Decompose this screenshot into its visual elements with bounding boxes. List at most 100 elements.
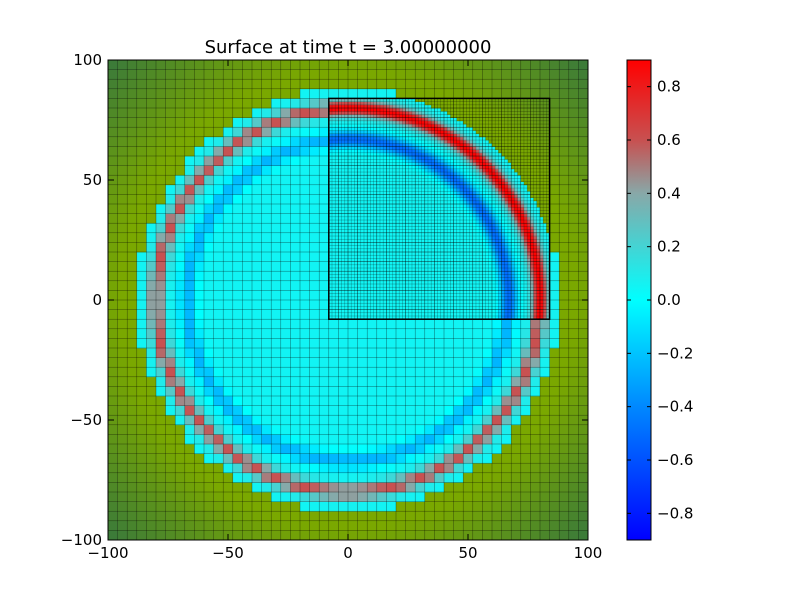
heatmap-cell: [328, 328, 339, 339]
heatmap-cell: [357, 88, 368, 99]
heatmap-cell: [434, 357, 445, 368]
refined-heatmap-cell: [383, 229, 387, 234]
heatmap-cell: [146, 415, 157, 426]
heatmap-cell: [165, 396, 176, 406]
refined-heatmap-cell: [440, 258, 445, 262]
refined-heatmap-cell: [431, 316, 435, 320]
heatmap-cell: [424, 492, 435, 502]
heatmap-cell: [376, 396, 387, 406]
refined-heatmap-cell: [354, 245, 358, 250]
refined-heatmap-cell: [392, 284, 397, 288]
refined-heatmap-cell: [328, 104, 333, 109]
refined-heatmap-cell: [373, 312, 378, 317]
heatmap-cell: [578, 328, 589, 339]
refined-heatmap-cell: [376, 280, 381, 285]
refined-heatmap-cell: [389, 280, 394, 285]
heatmap-cell: [127, 127, 138, 138]
heatmap-cell: [319, 424, 330, 435]
refined-heatmap-cell: [389, 98, 394, 102]
refined-heatmap-cell: [392, 232, 397, 237]
refined-heatmap-cell: [367, 210, 371, 214]
refined-heatmap-cell: [335, 165, 339, 170]
refined-heatmap-cell: [341, 210, 346, 214]
refined-heatmap-cell: [408, 108, 413, 112]
refined-heatmap-cell: [421, 226, 426, 230]
heatmap-cell: [213, 444, 224, 454]
refined-heatmap-cell: [335, 220, 339, 224]
refined-heatmap-cell: [341, 277, 346, 282]
heatmap-cell: [108, 261, 118, 272]
heatmap-cell: [146, 501, 157, 512]
refined-heatmap-cell: [437, 258, 442, 262]
refined-heatmap-cell: [354, 146, 358, 150]
heatmap-cell: [127, 223, 138, 234]
refined-heatmap-cell: [386, 181, 390, 186]
heatmap-cell: [434, 319, 445, 330]
refined-heatmap-cell: [331, 165, 336, 170]
refined-heatmap-cell: [335, 213, 339, 218]
heatmap-cell: [290, 98, 301, 109]
refined-heatmap-cell: [395, 117, 400, 122]
refined-heatmap-cell: [424, 197, 429, 202]
heatmap-cell: [271, 60, 282, 70]
heatmap-cell: [578, 396, 589, 406]
heatmap-cell: [338, 530, 349, 541]
refined-heatmap-cell: [395, 188, 400, 192]
refined-heatmap-cell: [351, 124, 355, 128]
refined-heatmap-cell: [402, 101, 406, 106]
refined-heatmap-cell: [363, 172, 368, 176]
heatmap-cell: [578, 146, 589, 157]
heatmap-cell: [204, 424, 214, 435]
heatmap-cell: [482, 319, 493, 330]
heatmap-cell: [348, 357, 358, 368]
heatmap-cell: [184, 204, 195, 214]
refined-heatmap-cell: [328, 191, 333, 195]
heatmap-cell: [194, 280, 205, 291]
heatmap-cell: [194, 309, 205, 320]
heatmap-cell: [424, 79, 435, 90]
refined-heatmap-cell: [411, 204, 416, 208]
heatmap-cell: [520, 338, 531, 349]
heatmap-cell: [511, 424, 522, 435]
refined-heatmap-cell: [434, 316, 438, 320]
refined-heatmap-cell: [421, 133, 426, 138]
heatmap-cell: [108, 319, 118, 330]
heatmap-cell: [136, 290, 147, 301]
heatmap-cell: [242, 242, 253, 253]
refined-heatmap-cell: [370, 111, 374, 115]
heatmap-cell: [482, 69, 493, 80]
heatmap-cell: [156, 165, 166, 176]
refined-heatmap-cell: [434, 172, 438, 176]
heatmap-cell: [568, 280, 579, 291]
heatmap-cell: [463, 520, 474, 531]
heatmap-cell: [376, 88, 387, 99]
heatmap-cell: [511, 492, 522, 502]
heatmap-cell: [568, 232, 579, 243]
heatmap-cell: [117, 204, 128, 214]
refined-heatmap-cell: [402, 252, 406, 256]
heatmap-cell: [117, 136, 128, 147]
heatmap-cell: [146, 252, 157, 262]
refined-heatmap-cell: [411, 146, 416, 150]
heatmap-cell: [156, 424, 166, 435]
refined-heatmap-cell: [405, 162, 410, 166]
heatmap-cell: [252, 520, 262, 531]
heatmap-cell: [165, 357, 176, 368]
refined-heatmap-cell: [338, 280, 342, 285]
heatmap-cell: [319, 376, 330, 387]
refined-heatmap-cell: [424, 184, 429, 189]
heatmap-cell: [559, 348, 570, 358]
refined-heatmap-cell: [338, 172, 342, 176]
heatmap-cell: [156, 309, 166, 320]
refined-heatmap-cell: [389, 232, 394, 237]
heatmap-cell: [165, 108, 176, 118]
refined-heatmap-cell: [344, 287, 349, 291]
refined-heatmap-cell: [440, 236, 445, 240]
refined-heatmap-cell: [440, 197, 445, 202]
refined-heatmap-cell: [424, 136, 429, 141]
refined-heatmap-cell: [338, 188, 342, 192]
heatmap-cell: [386, 482, 397, 493]
heatmap-cell: [261, 261, 272, 272]
refined-heatmap-cell: [354, 120, 358, 125]
heatmap-cell: [184, 415, 195, 426]
